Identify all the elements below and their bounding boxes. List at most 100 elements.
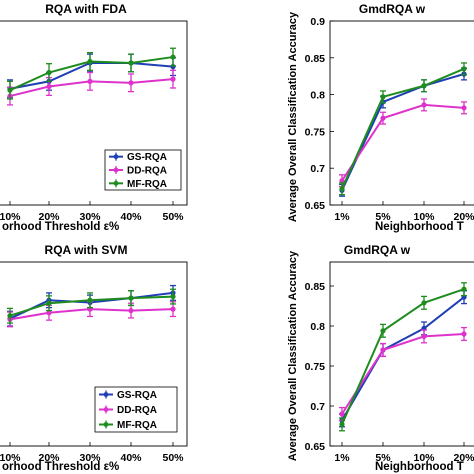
x-tick-label: 10%: [413, 452, 435, 464]
data-point: [339, 411, 345, 417]
data-point: [46, 83, 52, 90]
series-dd-rqa: [339, 326, 467, 422]
x-tick-label: 30%: [79, 452, 101, 464]
legend-label: DD-RQA: [117, 405, 157, 416]
x-axis-label: orhood Threshold ε%: [2, 461, 119, 473]
series-mf-rqa: [339, 282, 467, 432]
data-point: [170, 54, 176, 60]
data-point: [421, 333, 427, 339]
legend: GS-RQA DD-RQA MF-RQA: [104, 149, 182, 191]
series-dd-rqa: [339, 98, 467, 188]
data-point: [46, 69, 52, 76]
data-point: [380, 94, 386, 100]
y-tick-label: 0.65: [305, 441, 326, 453]
x-tick-label: 40%: [120, 211, 142, 223]
chart-panel-2: GmdRQA w Neighborhood T Average Overall Cl…: [287, 2, 474, 233]
y-tick-label: 0.8: [310, 90, 325, 102]
data-point: [170, 306, 176, 312]
y-axis-label: Average Overall Classification Accuracy: [287, 250, 299, 461]
series-line: [341, 288, 465, 425]
series-dd-rqa: [7, 301, 176, 328]
data-point: [87, 78, 93, 84]
series-line: [341, 67, 465, 190]
y-tick-label: 0.75: [305, 361, 326, 373]
series-line: [341, 103, 465, 182]
x-tick-label: 30%: [79, 211, 101, 223]
y-tick-label: 0.85: [305, 53, 326, 65]
y-tick-label: 0.7: [310, 163, 325, 175]
x-tick-label: 20%: [453, 452, 474, 464]
data-point: [128, 295, 134, 301]
data-point: [170, 293, 176, 300]
data-point: [380, 115, 386, 121]
data-point: [461, 286, 467, 292]
data-point: [128, 60, 134, 66]
y-tick-label: 0.9: [310, 16, 325, 28]
chart-title: RQA with SVM: [45, 243, 128, 257]
legend-label: GS-RQA: [127, 152, 167, 163]
y-tick-label: 0.7: [310, 401, 325, 413]
series-mf-rqa: [7, 288, 176, 324]
series-line: [341, 333, 465, 415]
data-point: [421, 83, 427, 89]
x-tick-label: 40%: [120, 452, 142, 464]
legend: GS-RQA DD-RQA MF-RQA: [94, 386, 178, 433]
x-axis-label: orhood Threshold ε%: [2, 221, 119, 233]
chart-title: GmdRQA w: [359, 2, 426, 16]
plot-frame: [329, 20, 474, 206]
series-mf-rqa: [339, 62, 467, 196]
y-tick-label: 0.85: [305, 281, 326, 293]
data-point: [339, 421, 345, 427]
data-point: [7, 87, 13, 93]
legend-label: GS-RQA: [117, 390, 157, 401]
data-point: [170, 76, 176, 82]
chart-panel-1: RQA with FDA orhood Threshold ε%10% 20% 30%…: [0, 2, 188, 233]
x-tick-label: 10%: [0, 452, 21, 464]
data-point: [128, 307, 134, 314]
x-tick-label: 20%: [38, 211, 60, 223]
data-point: [461, 105, 467, 111]
chart-panel-3: RQA with SVM orhood Threshold ε%10% 20% 30%…: [0, 243, 188, 473]
data-point: [46, 300, 52, 306]
data-point: [421, 102, 427, 108]
data-point: [421, 300, 427, 306]
y-axis-label: Average Overall Classification Accuracy: [287, 11, 299, 222]
data-point: [128, 80, 134, 86]
x-tick-label: 1%: [334, 211, 350, 223]
data-point: [461, 331, 467, 337]
legend-label: DD-RQA: [127, 166, 167, 177]
x-axis-label: Neighborhood T: [375, 221, 464, 233]
data-point: [7, 313, 13, 319]
legend-marker: [103, 392, 109, 397]
series-line: [9, 61, 174, 90]
data-point: [87, 58, 93, 65]
data-point: [380, 347, 386, 353]
legend-marker: [113, 167, 119, 173]
data-point: [380, 328, 386, 334]
series-mf-rqa: [7, 47, 176, 100]
series-gs-rqa: [7, 284, 176, 327]
plot-frame: [0, 20, 188, 206]
series-gs-rqa: [339, 67, 467, 197]
x-tick-label: 5%: [375, 452, 391, 464]
data-point: [87, 297, 93, 303]
series-line: [341, 73, 465, 191]
legend-label: MF-RQA: [117, 420, 157, 431]
y-tick-label: 0.65: [305, 200, 326, 212]
x-tick-label: 20%: [453, 211, 474, 223]
chart-title: RQA with FDA: [45, 2, 127, 16]
x-tick-label: 5%: [375, 211, 391, 223]
x-axis-label: Neighborhood T: [375, 461, 464, 473]
x-tick-label: 10%: [0, 211, 21, 223]
x-tick-label: 1%: [334, 452, 350, 464]
legend-marker: [103, 407, 109, 412]
x-tick-label: 50%: [162, 452, 184, 464]
legend-marker: [113, 154, 119, 160]
y-tick-label: 0.8: [310, 321, 325, 333]
y-tick-label: 0.75: [305, 126, 326, 138]
data-point: [339, 186, 345, 192]
x-tick-label: 10%: [413, 211, 435, 223]
legend-marker: [103, 422, 109, 427]
legend-marker: [113, 180, 119, 186]
